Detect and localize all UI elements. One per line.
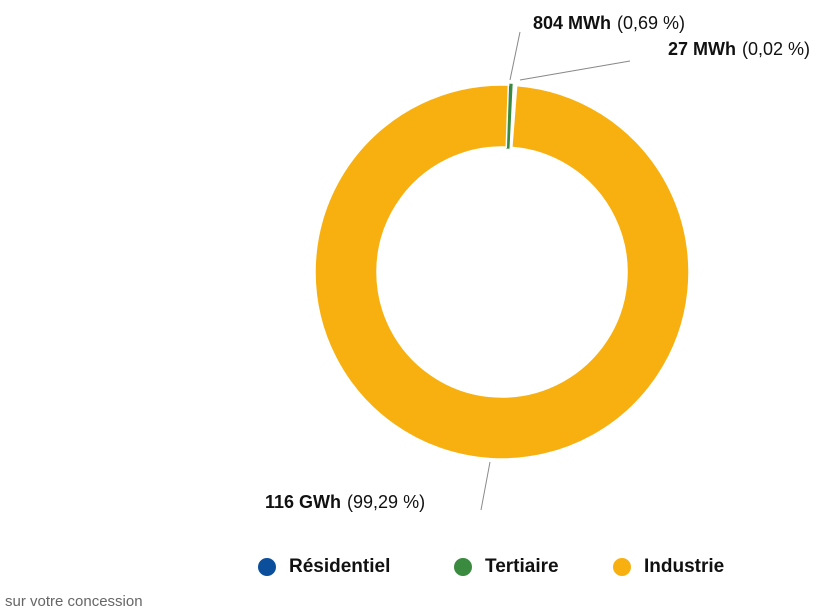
legend-marker	[613, 558, 631, 576]
energy-label: 27 MWh	[668, 39, 736, 59]
legend-label: Résidentiel	[289, 556, 390, 577]
data-label: 116 GWh (99,29 %)	[265, 492, 425, 512]
percent-label: (0,02 %)	[742, 39, 810, 59]
legend-marker	[258, 558, 276, 576]
percent-label: (99,29 %)	[347, 492, 425, 512]
energy-label: 804 MWh	[533, 13, 611, 33]
slice	[314, 84, 690, 460]
data-label: 804 MWh (0,69 %)	[533, 13, 685, 33]
footnote: sur votre concession	[5, 593, 143, 608]
legend-label: Tertiaire	[485, 556, 559, 577]
leader-line	[480, 461, 491, 511]
energy-label: 116 GWh	[265, 492, 341, 512]
leader-line	[519, 60, 631, 81]
legend-label: Industrie	[644, 556, 724, 577]
slice	[506, 83, 513, 149]
percent-label: (0,69 %)	[617, 13, 685, 33]
leader-line	[509, 31, 521, 81]
data-label: 27 MWh (0,02 %)	[668, 39, 810, 59]
legend-marker	[454, 558, 472, 576]
